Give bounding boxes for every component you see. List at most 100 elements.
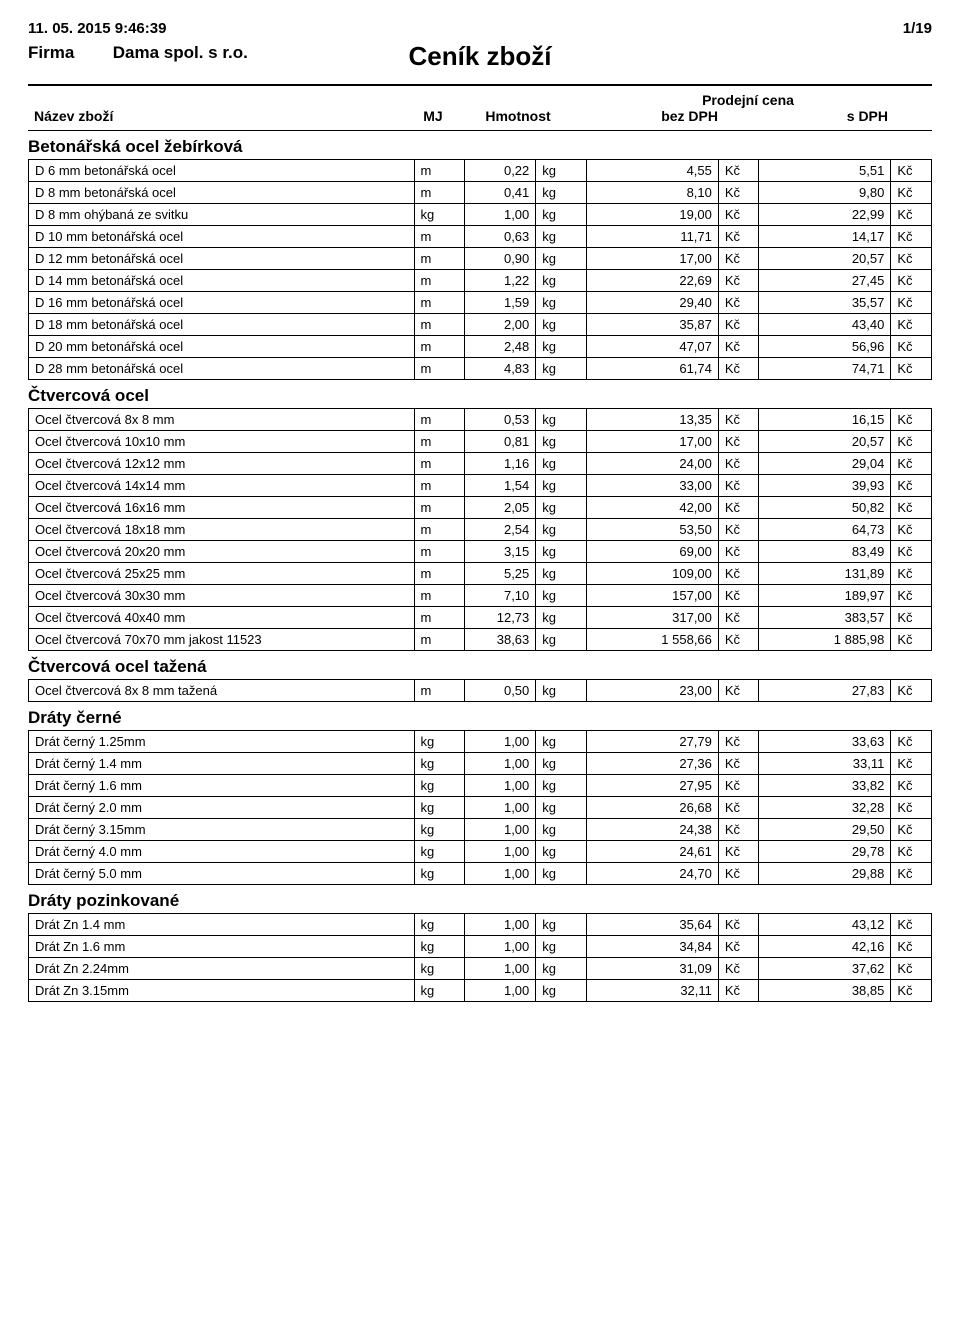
cell-s-value: 42,16 xyxy=(759,936,891,958)
cell-s-value: 29,78 xyxy=(759,841,891,863)
cell-hm-unit: kg xyxy=(536,607,587,629)
section-title: Čtvercová ocel xyxy=(28,386,932,406)
header-prodejni: Prodejní cena bez DPH s DPH xyxy=(578,92,918,124)
cell-name: Drát Zn 1.4 mm xyxy=(29,914,415,936)
cell-bez-value: 61,74 xyxy=(587,358,719,380)
table-row: Drát Zn 1.4 mmkg1,00kg35,64Kč43,12Kč xyxy=(29,914,932,936)
cell-hm-unit: kg xyxy=(536,775,587,797)
table-row: Drát černý 3.15mmkg1,00kg24,38Kč29,50Kč xyxy=(29,819,932,841)
cell-hm-unit: kg xyxy=(536,680,587,702)
cell-name: Drát černý 1.6 mm xyxy=(29,775,415,797)
cell-hm-unit: kg xyxy=(536,819,587,841)
cell-mj: kg xyxy=(414,204,465,226)
cell-bez-unit: Kč xyxy=(718,519,759,541)
price-table: Ocel čtvercová 8x 8 mm taženám0,50kg23,0… xyxy=(28,679,932,702)
cell-name: Ocel čtvercová 12x12 mm xyxy=(29,453,415,475)
cell-bez-value: 23,00 xyxy=(587,680,719,702)
cell-hm-value: 38,63 xyxy=(465,629,536,651)
cell-mj: kg xyxy=(414,863,465,885)
cell-s-value: 20,57 xyxy=(759,431,891,453)
cell-bez-value: 27,79 xyxy=(587,731,719,753)
section-title: Dráty pozinkované xyxy=(28,891,932,911)
divider xyxy=(28,130,932,131)
cell-bez-value: 17,00 xyxy=(587,431,719,453)
cell-hm-unit: kg xyxy=(536,731,587,753)
cell-hm-value: 3,15 xyxy=(465,541,536,563)
cell-bez-value: 53,50 xyxy=(587,519,719,541)
cell-s-unit: Kč xyxy=(891,629,932,651)
cell-mj: kg xyxy=(414,731,465,753)
cell-hm-value: 1,59 xyxy=(465,292,536,314)
cell-s-value: 20,57 xyxy=(759,248,891,270)
cell-s-value: 14,17 xyxy=(759,226,891,248)
cell-name: Ocel čtvercová 40x40 mm xyxy=(29,607,415,629)
cell-bez-unit: Kč xyxy=(718,914,759,936)
cell-mj: m xyxy=(414,248,465,270)
cell-name: Drát černý 1.4 mm xyxy=(29,753,415,775)
cell-s-unit: Kč xyxy=(891,607,932,629)
cell-mj: kg xyxy=(414,797,465,819)
cell-hm-unit: kg xyxy=(536,541,587,563)
table-row: Drát Zn 1.6 mmkg1,00kg34,84Kč42,16Kč xyxy=(29,936,932,958)
cell-name: D 8 mm ohýbaná ze svitku xyxy=(29,204,415,226)
cell-bez-unit: Kč xyxy=(718,409,759,431)
cell-bez-value: 27,36 xyxy=(587,753,719,775)
table-row: Ocel čtvercová 20x20 mmm3,15kg69,00Kč83,… xyxy=(29,541,932,563)
cell-name: Drát Zn 2.24mm xyxy=(29,958,415,980)
cell-bez-unit: Kč xyxy=(718,607,759,629)
cell-mj: m xyxy=(414,336,465,358)
cell-s-value: 32,28 xyxy=(759,797,891,819)
table-row: D 6 mm betonářská ocelm0,22kg4,55Kč5,51K… xyxy=(29,160,932,182)
cell-hm-value: 12,73 xyxy=(465,607,536,629)
cell-s-value: 131,89 xyxy=(759,563,891,585)
cell-hm-value: 1,00 xyxy=(465,731,536,753)
cell-s-value: 33,63 xyxy=(759,731,891,753)
cell-bez-value: 19,00 xyxy=(587,204,719,226)
cell-mj: kg xyxy=(414,775,465,797)
cell-hm-unit: kg xyxy=(536,585,587,607)
cell-bez-unit: Kč xyxy=(718,336,759,358)
cell-name: D 14 mm betonářská ocel xyxy=(29,270,415,292)
cell-bez-value: 35,64 xyxy=(587,914,719,936)
cell-bez-unit: Kč xyxy=(718,863,759,885)
header-mj: MJ xyxy=(408,92,458,124)
cell-s-unit: Kč xyxy=(891,680,932,702)
cell-name: Ocel čtvercová 8x 8 mm tažená xyxy=(29,680,415,702)
cell-s-value: 50,82 xyxy=(759,497,891,519)
cell-hm-value: 1,00 xyxy=(465,753,536,775)
table-row: Ocel čtvercová 70x70 mm jakost 11523m38,… xyxy=(29,629,932,651)
table-row: D 12 mm betonářská ocelm0,90kg17,00Kč20,… xyxy=(29,248,932,270)
cell-s-value: 43,12 xyxy=(759,914,891,936)
table-row: D 16 mm betonářská ocelm1,59kg29,40Kč35,… xyxy=(29,292,932,314)
cell-s-unit: Kč xyxy=(891,841,932,863)
cell-bez-value: 8,10 xyxy=(587,182,719,204)
cell-name: Drát Zn 3.15mm xyxy=(29,980,415,1002)
cell-hm-value: 7,10 xyxy=(465,585,536,607)
cell-hm-unit: kg xyxy=(536,958,587,980)
cell-hm-unit: kg xyxy=(536,160,587,182)
cell-hm-unit: kg xyxy=(536,453,587,475)
cell-hm-value: 2,05 xyxy=(465,497,536,519)
table-row: Ocel čtvercová 18x18 mmm2,54kg53,50Kč64,… xyxy=(29,519,932,541)
table-row: D 18 mm betonářská ocelm2,00kg35,87Kč43,… xyxy=(29,314,932,336)
cell-s-unit: Kč xyxy=(891,731,932,753)
cell-hm-value: 1,00 xyxy=(465,980,536,1002)
cell-hm-unit: kg xyxy=(536,409,587,431)
cell-mj: m xyxy=(414,585,465,607)
header-nazev: Název zboží xyxy=(28,92,408,124)
cell-bez-value: 317,00 xyxy=(587,607,719,629)
cell-hm-unit: kg xyxy=(536,980,587,1002)
cell-bez-value: 4,55 xyxy=(587,160,719,182)
cell-s-value: 29,88 xyxy=(759,863,891,885)
cell-s-value: 83,49 xyxy=(759,541,891,563)
cell-hm-value: 1,00 xyxy=(465,841,536,863)
cell-hm-unit: kg xyxy=(536,629,587,651)
table-row: Drát Zn 3.15mmkg1,00kg32,11Kč38,85Kč xyxy=(29,980,932,1002)
cell-s-value: 38,85 xyxy=(759,980,891,1002)
cell-hm-unit: kg xyxy=(536,841,587,863)
cell-hm-value: 1,00 xyxy=(465,958,536,980)
cell-s-unit: Kč xyxy=(891,936,932,958)
cell-hm-value: 1,16 xyxy=(465,453,536,475)
cell-hm-unit: kg xyxy=(536,863,587,885)
firma-label: Firma xyxy=(28,43,108,63)
